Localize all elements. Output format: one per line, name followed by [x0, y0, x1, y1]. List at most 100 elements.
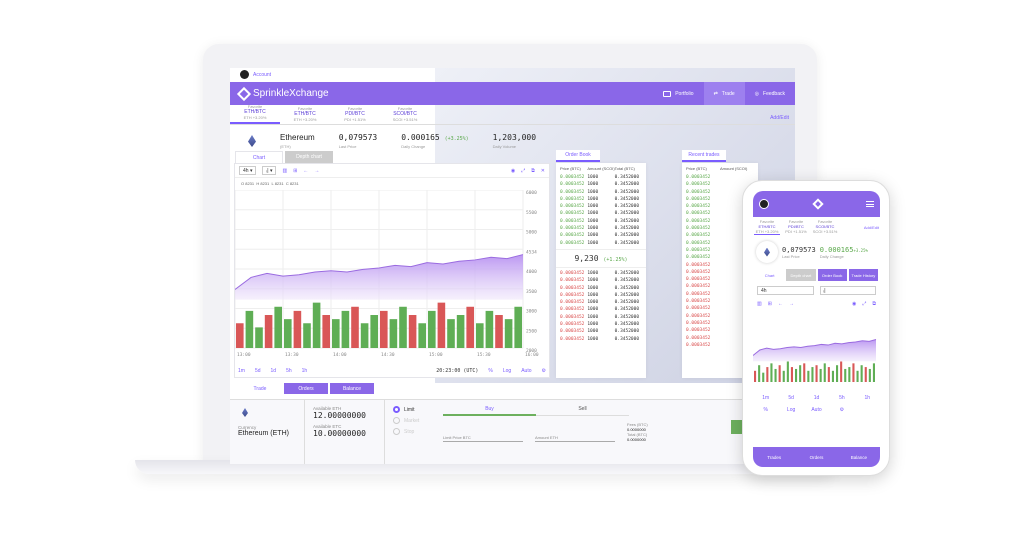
- order-row[interactable]: 0.0003452 1000 0.3452000: [560, 300, 640, 306]
- range-5d[interactable]: 5d: [788, 395, 794, 401]
- compare-icon[interactable]: ⊞: [293, 167, 298, 174]
- scale-auto[interactable]: Auto: [521, 368, 532, 374]
- menu-icon[interactable]: [866, 201, 874, 207]
- camera-icon[interactable]: ◉: [852, 301, 857, 307]
- sell-tab[interactable]: Sell: [536, 406, 629, 416]
- order-row[interactable]: 0.0003452 1000 0.3452000: [560, 329, 640, 335]
- order-row[interactable]: 0.0003452 1000 0.3452000: [560, 322, 640, 328]
- redo-icon[interactable]: →: [788, 301, 794, 307]
- order-row[interactable]: 0.0003452 1000 0.3452000: [560, 240, 640, 246]
- tab-trade[interactable]: Trade: [238, 383, 282, 394]
- add-edit-link[interactable]: Add/Edit: [770, 115, 789, 121]
- order-row[interactable]: 0.0003452 1000 0.3452000: [560, 196, 640, 202]
- nav-trade[interactable]: ⇄ Trade: [703, 82, 745, 105]
- order-row[interactable]: 0.0003452 1000 0.3452000: [560, 285, 640, 291]
- close-icon[interactable]: ✕: [540, 167, 545, 174]
- range-1h[interactable]: 1h: [301, 368, 308, 374]
- app-logo[interactable]: SprinkleXchange: [236, 86, 329, 101]
- compare-icon[interactable]: ⊞: [767, 301, 772, 307]
- order-row[interactable]: 0.0003452 1000 0.3452000: [560, 336, 640, 342]
- order-row[interactable]: 0.0003452 1000 0.3452000: [560, 218, 640, 224]
- undo-icon[interactable]: ←: [777, 301, 783, 307]
- amount-field[interactable]: Amount ETH: [535, 430, 615, 442]
- expand-icon[interactable]: ⤢: [862, 301, 867, 307]
- buy-tab[interactable]: Buy: [443, 406, 536, 416]
- limit-price-field[interactable]: Limit Price BTC: [443, 430, 523, 442]
- expand-icon[interactable]: ⤢: [521, 167, 526, 174]
- price-chart[interactable]: 6000 5500 5000 4534 4000 3500 3000 2500 2000 13:0…: [235, 190, 551, 358]
- tab-chart[interactable]: Chart: [755, 269, 785, 281]
- range-1h[interactable]: 1h: [864, 395, 871, 401]
- order-type-market[interactable]: Market: [393, 417, 427, 424]
- order-type-limit[interactable]: Limit: [393, 406, 427, 413]
- pair-tab[interactable]: Favorite PDI/BTC PDI +1.51%: [785, 219, 807, 234]
- ohlc-high: H 8231: [256, 181, 270, 186]
- order-row[interactable]: 0.0003452 1000 0.3452000: [560, 226, 640, 232]
- range-1m[interactable]: 1m: [762, 395, 770, 401]
- interval-select[interactable]: 4h ▾: [239, 166, 257, 175]
- tab-trade-history[interactable]: Trade History: [848, 269, 878, 281]
- range-1m[interactable]: 1m: [238, 368, 245, 374]
- redo-icon[interactable]: →: [314, 167, 320, 174]
- tab-chart[interactable]: Chart: [235, 151, 283, 163]
- undo-icon[interactable]: ←: [303, 167, 309, 174]
- avatar[interactable]: [759, 199, 769, 209]
- pair-tab[interactable]: Favorite ETH/BTC ETH +3.20%: [754, 219, 780, 235]
- order-book-title[interactable]: Order Book: [556, 150, 600, 162]
- nav-balance[interactable]: Balance: [850, 454, 867, 460]
- pair-tab[interactable]: Favorite SCOI/BTC SCOI +3.51%: [392, 106, 418, 122]
- scale-log[interactable]: Log: [786, 407, 796, 413]
- order-row[interactable]: 0.0003452 1000 0.3452000: [560, 292, 640, 298]
- mobile-price-chart[interactable]: [753, 310, 880, 386]
- indicator-select[interactable]: ᵢ| ▾: [262, 166, 277, 175]
- scale-auto[interactable]: Auto: [811, 407, 822, 413]
- popout-icon[interactable]: ⧉: [531, 167, 535, 174]
- camera-icon[interactable]: ◉: [510, 167, 516, 174]
- account-link[interactable]: Account: [240, 70, 271, 79]
- order-row[interactable]: 0.0003452 1000 0.3452000: [560, 182, 640, 188]
- order-row[interactable]: 0.0003452 1000 0.3452000: [560, 175, 640, 180]
- tab-order-book[interactable]: Order Book: [817, 269, 847, 281]
- range-5h[interactable]: 5h: [286, 368, 292, 374]
- range-1d[interactable]: 1d: [813, 395, 820, 401]
- interval-select[interactable]: 4h: [757, 286, 814, 295]
- popout-icon[interactable]: ⧉: [872, 301, 876, 307]
- order-row[interactable]: 0.0003452 1000 0.3452000: [560, 204, 640, 210]
- volume-bar: [485, 310, 494, 348]
- range-bar: 1m 5d 1d 5h 1h 20:23:00 (UTC) % Log Auto…: [234, 364, 550, 378]
- nav-trades[interactable]: Trades: [767, 454, 782, 460]
- nav-feedback[interactable]: ◎ Feedback: [754, 90, 785, 97]
- tab-balance[interactable]: Balance: [330, 383, 374, 394]
- range-5d[interactable]: 5d: [254, 368, 261, 374]
- range-5h[interactable]: 5h: [839, 395, 845, 401]
- candles-icon[interactable]: ▥: [757, 301, 762, 307]
- candles-icon[interactable]: ▥: [282, 167, 288, 174]
- add-edit-link[interactable]: Add/Edit: [863, 224, 879, 230]
- pair-tab[interactable]: Favorite PDI/BTC PDI +1.51%: [344, 106, 366, 122]
- order-row[interactable]: 0.0003452 1000 0.3452000: [560, 233, 640, 239]
- order-row[interactable]: 0.0003452 1000 0.3452000: [560, 270, 640, 276]
- pair-tab[interactable]: Favorite ETH/BTC ETH +3.20%: [230, 104, 280, 124]
- nav-portfolio[interactable]: Portfolio: [653, 82, 703, 105]
- order-row[interactable]: 0.0003452 1000 0.3452000: [560, 314, 640, 320]
- order-row[interactable]: 0.0003452 1000 0.3452000: [560, 307, 640, 313]
- scale-percent[interactable]: %: [488, 368, 493, 374]
- indicator-select[interactable]: ᵢ|: [819, 286, 876, 295]
- order-row[interactable]: 0.0003452 1000 0.3452000: [560, 189, 640, 195]
- tab-orders[interactable]: Orders: [284, 383, 328, 394]
- order-row[interactable]: 0.0003452 1000 0.3452000: [560, 278, 640, 284]
- pair-tab[interactable]: Favorite ETH/BTC ETH +3.20%: [293, 106, 317, 122]
- tab-depth-chart[interactable]: Depth chart: [786, 269, 816, 281]
- scale-percent[interactable]: %: [763, 407, 768, 413]
- settings-icon[interactable]: ⚙: [541, 368, 546, 374]
- order-row[interactable]: 0.0003452 1000 0.3452000: [560, 211, 640, 217]
- scale-log[interactable]: Log: [502, 368, 512, 374]
- nav-orders[interactable]: Orders: [809, 454, 824, 460]
- settings-icon[interactable]: ⚙: [839, 407, 845, 413]
- recent-trades-title[interactable]: Recent trades: [682, 150, 726, 162]
- tab-depth-chart[interactable]: Depth chart: [285, 151, 333, 163]
- volume-bar: [770, 363, 773, 382]
- range-1d[interactable]: 1d: [270, 368, 277, 374]
- pair-tab[interactable]: Favorite SCOI/BTC SCOI +3.51%: [812, 219, 838, 234]
- order-type-stop[interactable]: Stop: [393, 428, 427, 435]
